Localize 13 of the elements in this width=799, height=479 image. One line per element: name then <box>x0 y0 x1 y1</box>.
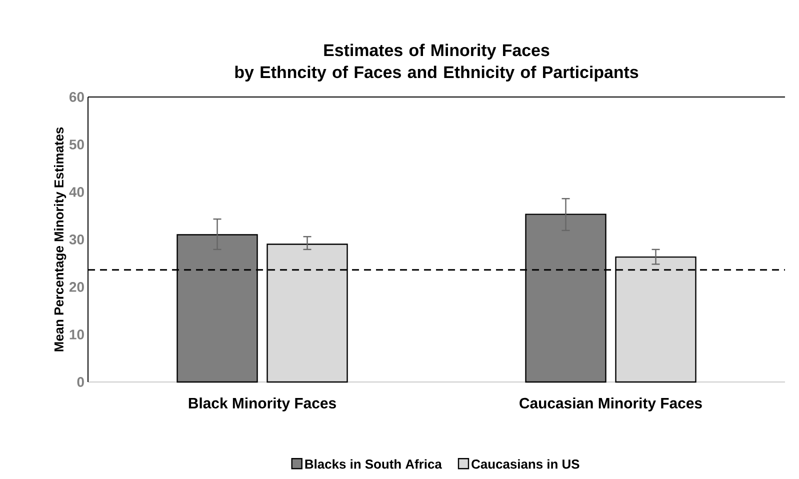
legend-label: Blacks in South Africa <box>305 459 442 469</box>
y-tick-label: 10 <box>70 330 84 340</box>
y-tick-label: 30 <box>69 234 84 244</box>
y-tick-label: 50 <box>69 140 84 150</box>
y-tick-label: 0 <box>77 377 84 387</box>
y-tick-label: 40 <box>69 187 84 197</box>
legend-label: Caucasians in US <box>472 459 580 469</box>
chart-title: Estimates of Minority Faces by Ethncity of Faces and Ethnicity of Participants <box>235 44 638 82</box>
x-tick-label: Caucasian Minority Faces <box>520 398 702 412</box>
y-axis-title: Mean Percentage Minority Estimates <box>54 127 66 352</box>
x-tick-label: Black Minority Faces <box>188 398 336 412</box>
y-tick-label: 20 <box>69 282 84 292</box>
y-tick-label: 60 <box>69 92 84 102</box>
